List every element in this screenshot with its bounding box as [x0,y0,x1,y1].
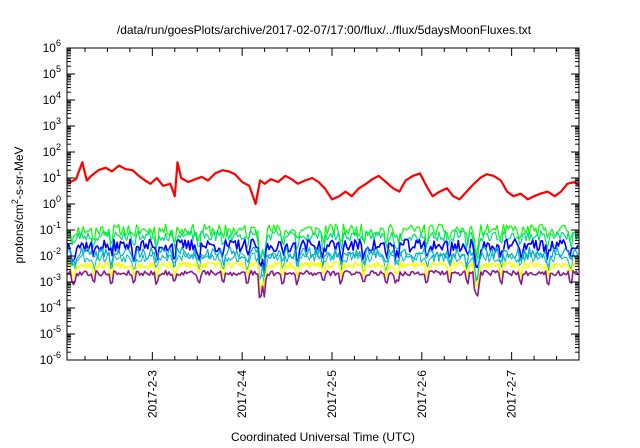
series-layer [67,161,579,299]
series-line-1 [67,161,579,206]
series-line-3 [67,230,579,263]
x-tick-label: 2017-2-6 [415,370,429,418]
x-axis-label: Coordinated Universal Time (UTC) [231,430,415,444]
x-tick-label: 2017-2-5 [325,370,339,418]
y-tick-exponent: 4 [56,90,61,100]
y-tick-exponent: -3 [53,272,61,282]
y-tick-exponent: 3 [56,116,61,126]
axis-ticks: 10-610-510-410-310-210-11001011021031041… [40,38,580,418]
series-line-2 [67,223,579,259]
y-tick-label: 106 [43,38,61,55]
y-tick-label: 10-2 [40,246,61,263]
y-tick-exponent: -5 [53,324,61,334]
y-tick-exponent: 2 [56,142,61,152]
y-tick-exponent: 0 [56,194,61,204]
y-tick-label: 103 [43,116,61,133]
y-tick-label: 105 [43,64,61,81]
series-line-4 [67,238,579,274]
x-tick-label: 2017-2-3 [145,370,159,418]
x-tick-label: 2017-2-7 [505,370,519,418]
y-axis-label: protons/cm2-s-sr-MeV [10,146,26,263]
series-line-6 [67,251,579,284]
y-tick-exponent: 1 [56,168,61,178]
y-tick-label: 10-1 [40,220,61,237]
plot-frame [66,47,580,361]
y-tick-label: 10-5 [40,324,61,341]
y-tick-exponent: 5 [56,64,61,74]
y-tick-label: 104 [43,90,61,107]
y-tick-label: 102 [43,142,61,159]
series-group [67,161,579,299]
y-tick-label: 10-3 [40,272,61,289]
y-tick-exponent: -6 [53,350,61,360]
chart-title: /data/run/goesPlots/archive/2017-02-07/1… [117,23,532,37]
y-tick-label: 10-6 [40,350,61,367]
y-tick-label: 100 [43,194,61,211]
y-tick-label: 101 [43,168,61,185]
x-tick-label: 2017-2-4 [235,370,249,418]
y-tick-label: 10-4 [40,298,61,315]
series-line-8 [67,269,579,299]
y-tick-exponent: -2 [53,246,61,256]
y-tick-exponent: -1 [53,220,61,230]
series-line-7 [67,261,579,292]
y-tick-exponent: 6 [56,38,61,48]
y-tick-exponent: -4 [53,298,61,308]
